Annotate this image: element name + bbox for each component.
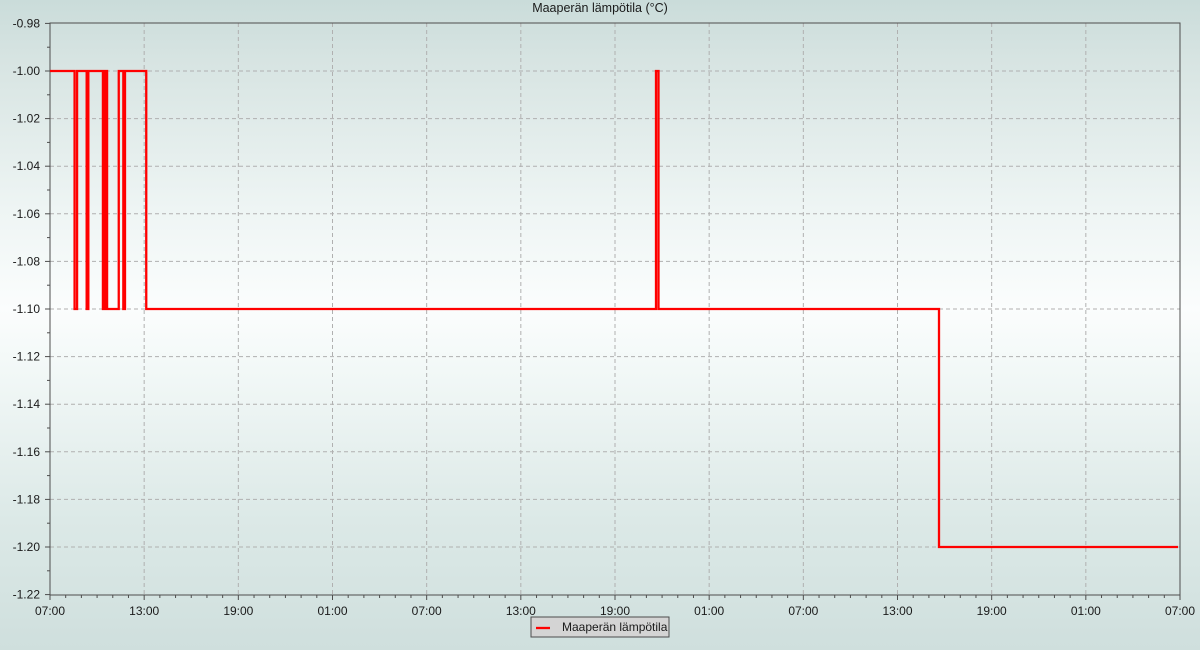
svg-text:-0.98: -0.98: [13, 16, 41, 30]
svg-text:07:00: 07:00: [412, 604, 442, 618]
svg-text:-1.00: -1.00: [13, 64, 41, 78]
svg-text:-1.18: -1.18: [13, 492, 41, 506]
svg-text:-1.04: -1.04: [13, 159, 41, 173]
svg-text:01:00: 01:00: [317, 604, 347, 618]
svg-text:19:00: 19:00: [223, 604, 253, 618]
svg-text:01:00: 01:00: [694, 604, 724, 618]
svg-text:-1.06: -1.06: [13, 207, 41, 221]
svg-text:-1.08: -1.08: [13, 254, 41, 268]
svg-text:13:00: 13:00: [129, 604, 159, 618]
svg-text:-1.14: -1.14: [13, 397, 41, 411]
svg-text:-1.02: -1.02: [13, 112, 41, 126]
svg-text:-1.16: -1.16: [13, 445, 41, 459]
svg-text:19:00: 19:00: [600, 604, 630, 618]
svg-text:13:00: 13:00: [882, 604, 912, 618]
svg-text:-1.12: -1.12: [13, 350, 41, 364]
svg-text:13:00: 13:00: [506, 604, 536, 618]
svg-text:07:00: 07:00: [788, 604, 818, 618]
svg-text:07:00: 07:00: [1165, 604, 1195, 618]
svg-text:-1.10: -1.10: [13, 302, 41, 316]
svg-text:19:00: 19:00: [977, 604, 1007, 618]
svg-text:Maaperän lämpötila: Maaperän lämpötila: [562, 620, 668, 634]
svg-text:07:00: 07:00: [35, 604, 65, 618]
svg-text:01:00: 01:00: [1071, 604, 1101, 618]
svg-text:-1.20: -1.20: [13, 540, 41, 554]
svg-text:-1.22: -1.22: [13, 588, 41, 602]
